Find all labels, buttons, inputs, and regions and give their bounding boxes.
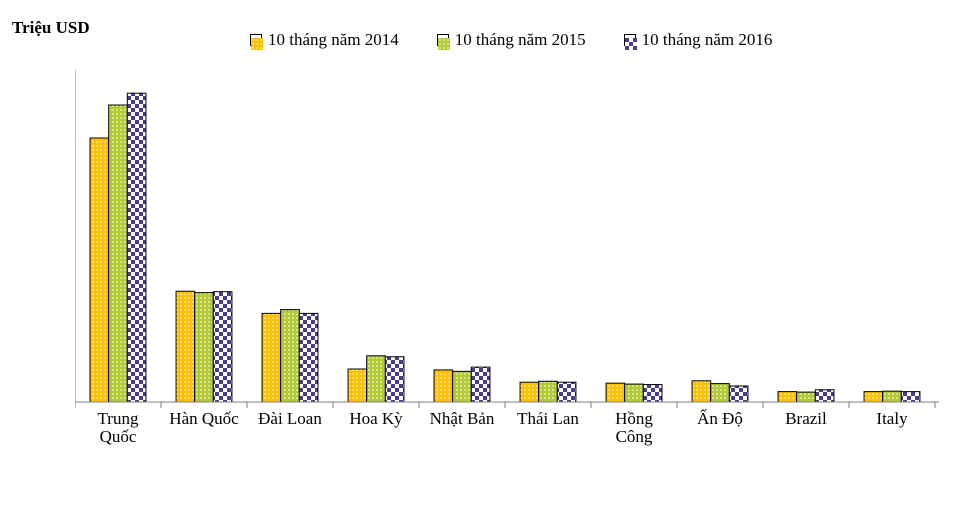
legend-item: 10 tháng năm 2014 bbox=[250, 30, 399, 50]
svg-text:Ấn Độ: Ấn Độ bbox=[697, 409, 743, 428]
svg-text:Italy: Italy bbox=[876, 409, 908, 428]
svg-text:Hàn Quốc: Hàn Quốc bbox=[169, 409, 239, 428]
legend-swatch-icon bbox=[624, 34, 636, 46]
svg-text:Hồng: Hồng bbox=[615, 409, 653, 428]
legend-swatch-icon bbox=[437, 34, 449, 46]
chart-plot: -1.0002.0003.0004.0005.0006.0007.000Trun… bbox=[75, 60, 945, 450]
svg-text:Đài Loan: Đài Loan bbox=[258, 409, 322, 428]
legend-label: 10 tháng năm 2014 bbox=[268, 30, 399, 50]
svg-text:Công: Công bbox=[616, 427, 653, 446]
svg-text:Hoa Kỳ: Hoa Kỳ bbox=[349, 409, 403, 428]
svg-text:Thái Lan: Thái Lan bbox=[517, 409, 579, 428]
svg-text:Brazil: Brazil bbox=[785, 409, 827, 428]
svg-text:Trung: Trung bbox=[98, 409, 139, 428]
svg-text:Quốc: Quốc bbox=[100, 427, 137, 446]
legend-item: 10 tháng năm 2016 bbox=[624, 30, 773, 50]
legend-label: 10 tháng năm 2016 bbox=[642, 30, 773, 50]
legend-swatch-icon bbox=[250, 34, 262, 46]
legend-item: 10 tháng năm 2015 bbox=[437, 30, 586, 50]
svg-text:Nhật Bản: Nhật Bản bbox=[430, 409, 495, 428]
y-axis-title: Triệu USD bbox=[12, 18, 90, 38]
chart-container: Triệu USD 10 tháng năm 2014 10 tháng năm… bbox=[0, 0, 959, 510]
legend-label: 10 tháng năm 2015 bbox=[455, 30, 586, 50]
legend: 10 tháng năm 2014 10 tháng năm 2015 10 t… bbox=[250, 30, 772, 50]
